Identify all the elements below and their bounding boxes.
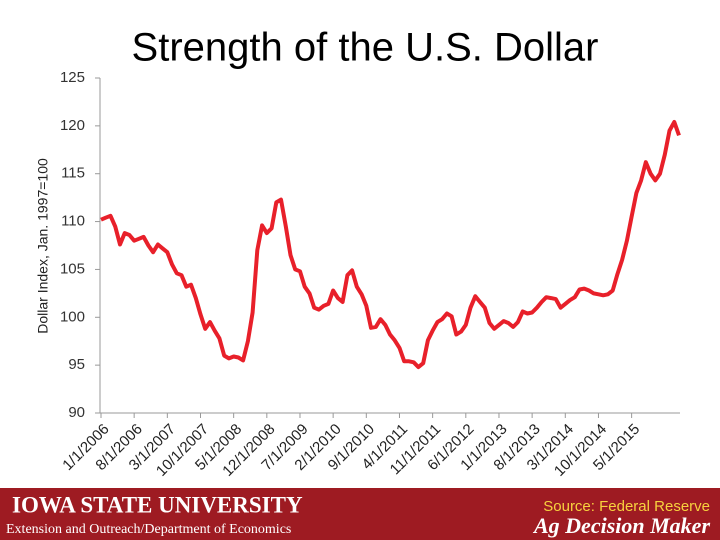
y-tick-label: 125	[60, 69, 85, 86]
source: Source: Federal Reserve	[543, 498, 710, 515]
y-tick-label: 105	[60, 260, 85, 277]
y-tick-label: 90	[68, 404, 85, 421]
y-axis-label: Dollar Index, Jan. 1997=100	[35, 158, 51, 334]
y-tick-label: 120	[60, 117, 85, 134]
y-tick-label: 115	[61, 165, 85, 182]
y-tick-label: 100	[60, 308, 85, 325]
department: Extension and Outreach/Department of Eco…	[6, 522, 291, 537]
y-tick-label: 95	[68, 356, 85, 373]
footer-band	[0, 488, 720, 540]
chart-title: Strength of the U.S. Dollar	[132, 26, 599, 70]
university-name: IOWA STATE UNIVERSITY	[12, 492, 303, 517]
y-tick-label: 110	[61, 213, 85, 230]
program-name: Ag Decision Maker	[532, 513, 710, 538]
data-line	[100, 120, 681, 370]
